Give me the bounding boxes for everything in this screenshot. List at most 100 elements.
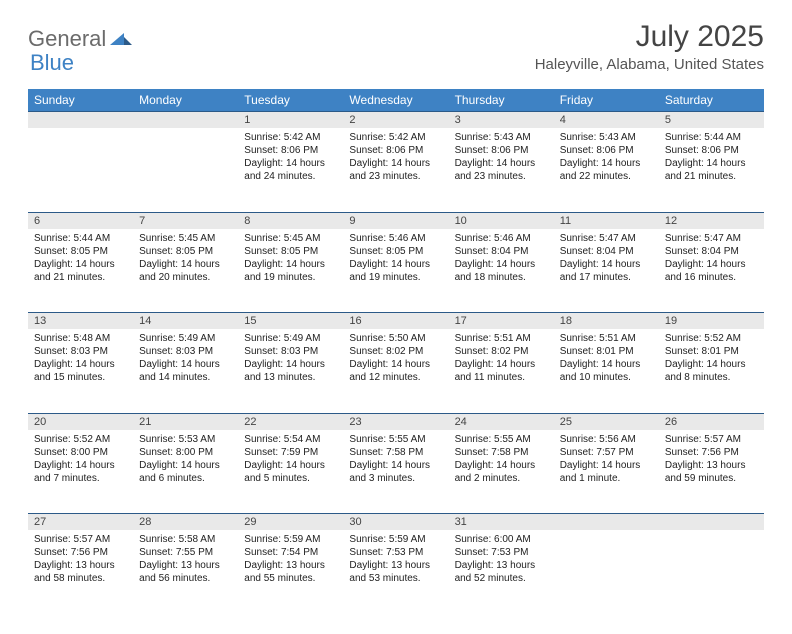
day-number: 14: [133, 313, 238, 330]
day-cell: Sunrise: 6:00 AMSunset: 7:53 PMDaylight:…: [449, 530, 554, 614]
day-content: Sunrise: 5:52 AMSunset: 8:00 PMDaylight:…: [28, 430, 133, 488]
day-content: Sunrise: 5:59 AMSunset: 7:54 PMDaylight:…: [238, 530, 343, 588]
day-number: 25: [554, 413, 659, 430]
day-number: 20: [28, 413, 133, 430]
sunset-line: Sunset: 8:05 PM: [34, 245, 127, 258]
day-cell: Sunrise: 5:55 AMSunset: 7:58 PMDaylight:…: [343, 430, 448, 514]
location-label: Haleyville, Alabama, United States: [535, 56, 764, 73]
sunset-line: Sunset: 8:05 PM: [139, 245, 232, 258]
day-content: Sunrise: 5:43 AMSunset: 8:06 PMDaylight:…: [449, 128, 554, 186]
daylight-line: Daylight: 14 hours and 13 minutes.: [244, 358, 337, 384]
daylight-line: Daylight: 14 hours and 8 minutes.: [665, 358, 758, 384]
sunrise-line: Sunrise: 5:49 AM: [244, 332, 337, 345]
day-content: Sunrise: 5:59 AMSunset: 7:53 PMDaylight:…: [343, 530, 448, 588]
day-content: Sunrise: 5:52 AMSunset: 8:01 PMDaylight:…: [659, 329, 764, 387]
sunrise-line: Sunrise: 5:57 AM: [34, 533, 127, 546]
sunrise-line: Sunrise: 5:46 AM: [349, 232, 442, 245]
daylight-line: Daylight: 14 hours and 10 minutes.: [560, 358, 653, 384]
sunset-line: Sunset: 7:59 PM: [244, 446, 337, 459]
title-block: July 2025 Haleyville, Alabama, United St…: [535, 20, 764, 73]
day-content: Sunrise: 5:51 AMSunset: 8:02 PMDaylight:…: [449, 329, 554, 387]
day-header: Wednesday: [343, 89, 448, 112]
day-cell: Sunrise: 5:49 AMSunset: 8:03 PMDaylight:…: [133, 329, 238, 413]
week-row: Sunrise: 5:48 AMSunset: 8:03 PMDaylight:…: [28, 329, 764, 413]
day-number: 7: [133, 212, 238, 229]
daylight-line: Daylight: 14 hours and 23 minutes.: [349, 157, 442, 183]
day-cell: Sunrise: 5:53 AMSunset: 8:00 PMDaylight:…: [133, 430, 238, 514]
day-number: 8: [238, 212, 343, 229]
day-content: Sunrise: 5:53 AMSunset: 8:00 PMDaylight:…: [133, 430, 238, 488]
day-content: Sunrise: 5:56 AMSunset: 7:57 PMDaylight:…: [554, 430, 659, 488]
day-content: Sunrise: 6:00 AMSunset: 7:53 PMDaylight:…: [449, 530, 554, 588]
daylight-line: Daylight: 13 hours and 53 minutes.: [349, 559, 442, 585]
sunrise-line: Sunrise: 5:55 AM: [349, 433, 442, 446]
daylight-line: Daylight: 14 hours and 22 minutes.: [560, 157, 653, 183]
day-content: Sunrise: 5:57 AMSunset: 7:56 PMDaylight:…: [659, 430, 764, 488]
sunset-line: Sunset: 8:03 PM: [244, 345, 337, 358]
sunrise-line: Sunrise: 5:50 AM: [349, 332, 442, 345]
calendar-body: 12345Sunrise: 5:42 AMSunset: 8:06 PMDayl…: [28, 112, 764, 615]
day-content: Sunrise: 5:48 AMSunset: 8:03 PMDaylight:…: [28, 329, 133, 387]
week-row: Sunrise: 5:42 AMSunset: 8:06 PMDaylight:…: [28, 128, 764, 212]
day-number: [28, 112, 133, 129]
sunset-line: Sunset: 7:56 PM: [665, 446, 758, 459]
daylight-line: Daylight: 14 hours and 1 minute.: [560, 459, 653, 485]
sunrise-line: Sunrise: 5:43 AM: [560, 131, 653, 144]
sunrise-line: Sunrise: 5:45 AM: [244, 232, 337, 245]
daylight-line: Daylight: 13 hours and 59 minutes.: [665, 459, 758, 485]
day-number: 9: [343, 212, 448, 229]
day-cell: Sunrise: 5:51 AMSunset: 8:01 PMDaylight:…: [554, 329, 659, 413]
day-cell: Sunrise: 5:59 AMSunset: 7:54 PMDaylight:…: [238, 530, 343, 614]
sunset-line: Sunset: 7:53 PM: [455, 546, 548, 559]
daylight-line: Daylight: 14 hours and 19 minutes.: [349, 258, 442, 284]
sunrise-line: Sunrise: 6:00 AM: [455, 533, 548, 546]
week-row: Sunrise: 5:52 AMSunset: 8:00 PMDaylight:…: [28, 430, 764, 514]
week-row: Sunrise: 5:57 AMSunset: 7:56 PMDaylight:…: [28, 530, 764, 614]
day-number: 27: [28, 514, 133, 531]
sunrise-line: Sunrise: 5:57 AM: [665, 433, 758, 446]
day-header: Friday: [554, 89, 659, 112]
day-cell: Sunrise: 5:58 AMSunset: 7:55 PMDaylight:…: [133, 530, 238, 614]
daylight-line: Daylight: 14 hours and 12 minutes.: [349, 358, 442, 384]
sunrise-line: Sunrise: 5:42 AM: [244, 131, 337, 144]
sunset-line: Sunset: 8:04 PM: [455, 245, 548, 258]
day-cell: Sunrise: 5:55 AMSunset: 7:58 PMDaylight:…: [449, 430, 554, 514]
sunset-line: Sunset: 8:04 PM: [560, 245, 653, 258]
week-row: Sunrise: 5:44 AMSunset: 8:05 PMDaylight:…: [28, 229, 764, 313]
page-header: General July 2025 Haleyville, Alabama, U…: [28, 20, 764, 73]
sunset-line: Sunset: 7:58 PM: [349, 446, 442, 459]
daylight-line: Daylight: 14 hours and 6 minutes.: [139, 459, 232, 485]
day-header: Thursday: [449, 89, 554, 112]
day-cell: Sunrise: 5:44 AMSunset: 8:05 PMDaylight:…: [28, 229, 133, 313]
calendar-table: SundayMondayTuesdayWednesdayThursdayFrid…: [28, 89, 764, 614]
day-cell: Sunrise: 5:46 AMSunset: 8:05 PMDaylight:…: [343, 229, 448, 313]
day-number: 3: [449, 112, 554, 129]
daynum-row: 13141516171819: [28, 313, 764, 330]
sunrise-line: Sunrise: 5:51 AM: [560, 332, 653, 345]
daylight-line: Daylight: 14 hours and 16 minutes.: [665, 258, 758, 284]
sunrise-line: Sunrise: 5:59 AM: [244, 533, 337, 546]
sunset-line: Sunset: 7:58 PM: [455, 446, 548, 459]
sunrise-line: Sunrise: 5:44 AM: [665, 131, 758, 144]
daylight-line: Daylight: 14 hours and 20 minutes.: [139, 258, 232, 284]
day-number: 17: [449, 313, 554, 330]
day-content: Sunrise: 5:45 AMSunset: 8:05 PMDaylight:…: [133, 229, 238, 287]
day-number: 16: [343, 313, 448, 330]
day-cell: Sunrise: 5:48 AMSunset: 8:03 PMDaylight:…: [28, 329, 133, 413]
daylight-line: Daylight: 14 hours and 15 minutes.: [34, 358, 127, 384]
sunrise-line: Sunrise: 5:44 AM: [34, 232, 127, 245]
day-number: 24: [449, 413, 554, 430]
sunrise-line: Sunrise: 5:47 AM: [665, 232, 758, 245]
day-number: 31: [449, 514, 554, 531]
day-number: 28: [133, 514, 238, 531]
day-cell: Sunrise: 5:54 AMSunset: 7:59 PMDaylight:…: [238, 430, 343, 514]
sunset-line: Sunset: 8:06 PM: [560, 144, 653, 157]
sunrise-line: Sunrise: 5:59 AM: [349, 533, 442, 546]
daylight-line: Daylight: 14 hours and 21 minutes.: [665, 157, 758, 183]
day-content: Sunrise: 5:44 AMSunset: 8:05 PMDaylight:…: [28, 229, 133, 287]
sunset-line: Sunset: 8:03 PM: [139, 345, 232, 358]
day-cell: Sunrise: 5:51 AMSunset: 8:02 PMDaylight:…: [449, 329, 554, 413]
calendar-page: General July 2025 Haleyville, Alabama, U…: [0, 0, 792, 634]
day-content: Sunrise: 5:45 AMSunset: 8:05 PMDaylight:…: [238, 229, 343, 287]
day-number: [554, 514, 659, 531]
